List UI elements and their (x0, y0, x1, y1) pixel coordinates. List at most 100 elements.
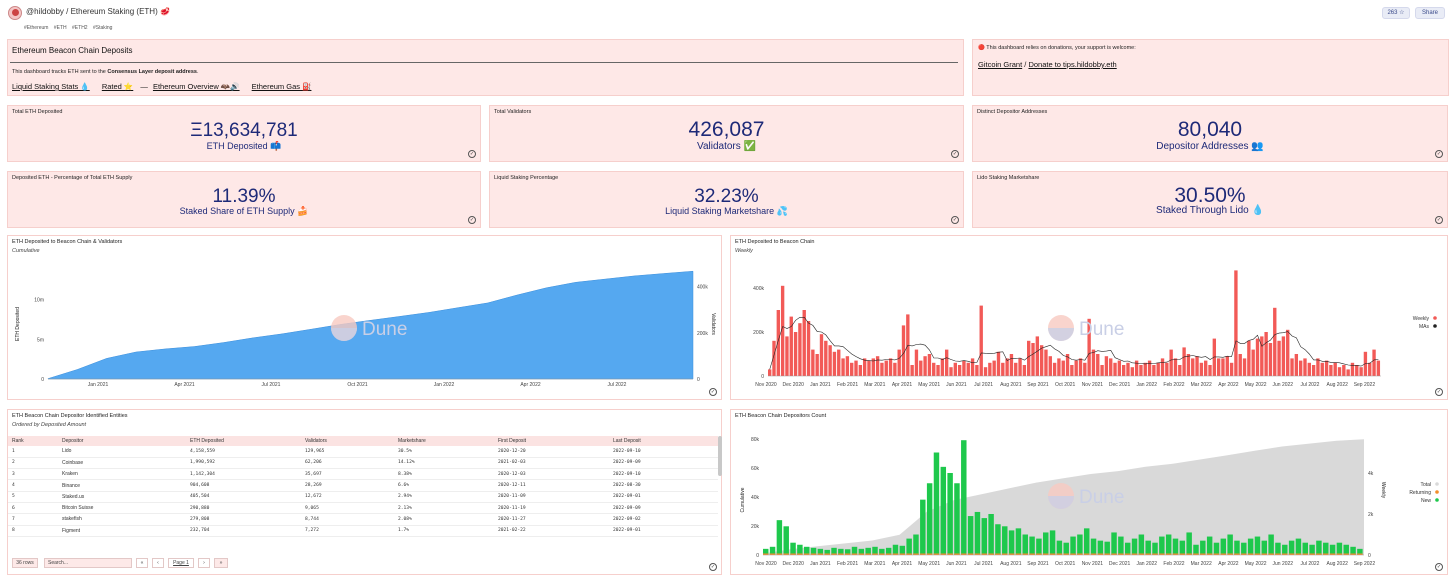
y2-tick-label: 400k (697, 285, 708, 291)
bar-returning (1152, 553, 1158, 555)
star-button[interactable]: 263 ☆ (1382, 7, 1410, 19)
bar (1139, 365, 1143, 376)
bar-returning (1309, 553, 1315, 555)
table-cell: 2.08% (394, 513, 494, 526)
area-chart: 0 5m 10m 0 200k 400k Jan 2021 Apr 2021 Jul 2021 O… (15, 270, 716, 388)
table-search-input[interactable]: Search... (44, 558, 132, 568)
page-indicator[interactable]: Page 1 (168, 558, 194, 568)
check-icon[interactable]: ✓ (1435, 150, 1443, 158)
check-icon[interactable]: ✓ (709, 563, 717, 571)
tag-eth2[interactable]: #ETH2 (72, 25, 88, 31)
check-icon[interactable]: ✓ (468, 216, 476, 224)
bar-new (824, 549, 830, 556)
check-icon[interactable]: ✓ (709, 388, 717, 396)
bar (772, 340, 776, 376)
table-row[interactable]: 7 stakefish 279,808 8,744 2.08% 2020-11-27 202… (8, 513, 718, 526)
bar-returning (1329, 553, 1336, 555)
bar-returning (961, 553, 967, 555)
col-marketshare[interactable]: Marketshare (394, 436, 494, 446)
bar (871, 358, 875, 376)
table-row[interactable]: 2 Coinbase 1,990,592 62,206 14.12% 2021-02-03… (8, 457, 718, 470)
bar-new (831, 547, 837, 555)
breadcrumb[interactable]: @hildobby / Ethereum Staking (ETH) 🥩 (26, 7, 170, 16)
rated-link[interactable]: Rated ⭐ (101, 82, 134, 91)
gitcoin-grant-link[interactable]: Gitcoin Grant (978, 60, 1023, 69)
table-cell: 28,269 (301, 479, 394, 492)
bar-new (1090, 538, 1097, 555)
table-cell: Coinbase (58, 457, 186, 470)
ethereum-gas-link[interactable]: Ethereum Gas ⛽ (251, 82, 312, 91)
y-tick-label: 5m (37, 337, 44, 343)
tag-ethereum[interactable]: #Ethereum (24, 25, 49, 31)
bar-new (1152, 542, 1158, 555)
col-rank[interactable]: Rank (8, 436, 58, 446)
bar-new (858, 548, 865, 555)
bar-returning (1295, 553, 1302, 555)
table-cell: 62,206 (301, 457, 394, 470)
col-validators[interactable]: Validators (301, 436, 394, 446)
legend-label: MAs (1419, 324, 1430, 330)
prev-page-icon[interactable]: ‹ (152, 558, 164, 568)
bar (1113, 362, 1117, 376)
bar (854, 360, 858, 376)
last-page-icon[interactable]: » (214, 558, 228, 568)
x-tick-label: Aug 2021 (1000, 561, 1022, 567)
table-cell: 2022-09-09 (609, 502, 718, 515)
col-first-deposit[interactable]: First Deposit (494, 436, 609, 446)
bar (1251, 349, 1255, 376)
col-last-deposit[interactable]: Last Deposit (609, 436, 718, 446)
donate-tips-link[interactable]: Donate to tips.hildobby.eth (1028, 60, 1117, 69)
table-row[interactable]: 6 Bitcoin Suisse 290,880 9,065 2.13% 2020-11-… (8, 502, 718, 515)
bar-returning (1090, 553, 1097, 555)
table-cell: 14.12% (394, 457, 494, 470)
tag-staking[interactable]: #Staking (92, 25, 113, 31)
bar-returning (974, 553, 981, 555)
tag-eth[interactable]: #ETH (53, 25, 67, 31)
table-row[interactable]: 3 Kraken 1,142,304 35,697 8.38% 2020-12-03 202… (8, 468, 718, 481)
watermark-text: Dune (1079, 319, 1124, 340)
check-icon[interactable]: ✓ (951, 216, 959, 224)
next-page-icon[interactable]: › (198, 558, 210, 568)
x-tick-label: Feb 2022 (1163, 382, 1184, 388)
bar-new (1302, 542, 1308, 555)
bar (1191, 358, 1195, 376)
bar (1087, 318, 1091, 376)
bar-returning (1275, 553, 1281, 555)
x-tick-label: Sep 2022 (1354, 561, 1376, 567)
col-eth-deposited[interactable]: ETH Deposited (186, 436, 301, 446)
table-row[interactable]: 4 Binance 904,608 28,269 6.6% 2020-12-11 2022-… (8, 479, 718, 492)
col-depositor[interactable]: Depositor (58, 436, 186, 446)
check-icon[interactable]: ✓ (1435, 388, 1443, 396)
x-tick-label: Nov 2021 (1082, 382, 1104, 388)
bar-returning (803, 553, 810, 555)
legend-marker (1435, 490, 1439, 494)
ethereum-overview-link[interactable]: Ethereum Overview 🦇🔊 (152, 82, 240, 91)
check-icon[interactable]: ✓ (951, 150, 959, 158)
bar (888, 358, 893, 376)
counter-total-eth: Total ETH Deposited Ξ13,634,781 ETH Depo… (7, 105, 481, 162)
bar-returning (1357, 553, 1363, 555)
liquid-staking-link[interactable]: Liquid Staking Stats 💧 (12, 82, 90, 91)
check-icon[interactable]: ✓ (1435, 216, 1443, 224)
bar-returning (1288, 553, 1295, 555)
x-tick-label: Jun 2021 (946, 382, 967, 388)
table-cell: Bitcoin Suisse (58, 502, 186, 515)
check-icon[interactable]: ✓ (468, 150, 476, 158)
table-scroll-area[interactable]: Rank Depositor ETH Deposited Validators … (8, 436, 718, 555)
avatar[interactable] (8, 6, 22, 20)
bar-returning (817, 553, 824, 555)
table-scrollbar[interactable] (718, 436, 722, 476)
x-tick-label: Mar 2021 (864, 382, 885, 388)
table-row[interactable]: 8 Figment 232,704 7,272 1.7% 2021-02-22 2022-0… (8, 525, 718, 537)
first-page-icon[interactable]: « (136, 558, 148, 568)
table-row[interactable]: 1 Lido 4,158,559 129,965 30.5% 2020-12-20 2022… (8, 446, 718, 458)
y-tick-label: 80k (751, 437, 760, 443)
bar (1182, 347, 1186, 376)
bar (845, 356, 850, 376)
check-icon[interactable]: ✓ (1435, 563, 1443, 571)
bar (780, 285, 785, 376)
bar (1018, 358, 1022, 376)
bar (858, 365, 863, 376)
share-button[interactable]: Share (1415, 7, 1445, 19)
table-row[interactable]: 5 Staked.us 405,504 12,672 2.94% 2020-11-09 20… (8, 491, 718, 503)
